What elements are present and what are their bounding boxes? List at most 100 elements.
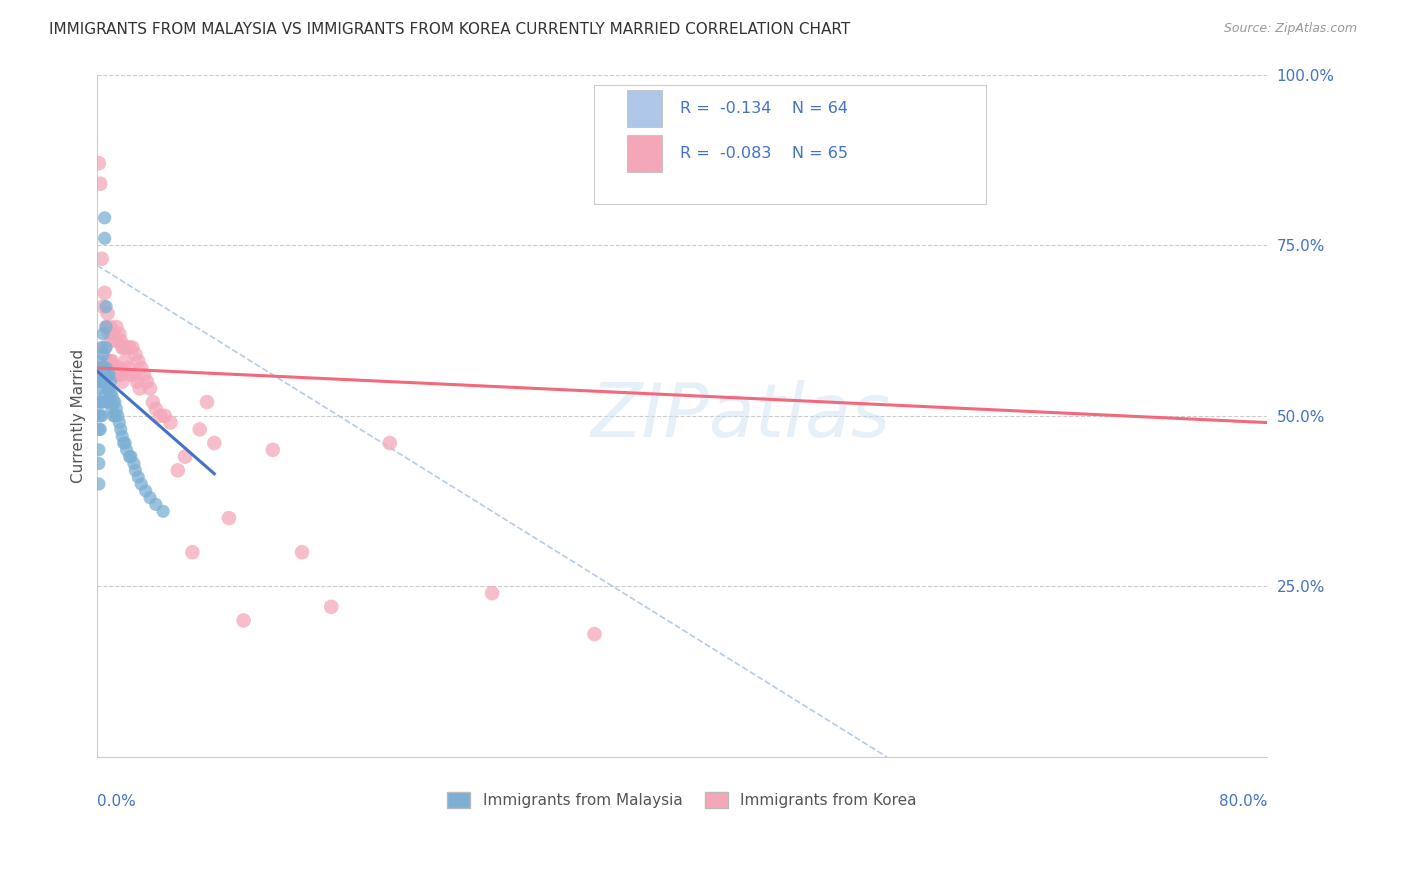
Point <box>188 422 211 436</box>
Point <box>98 354 121 368</box>
Point <box>128 381 150 395</box>
Point <box>94 361 117 376</box>
Point <box>142 395 165 409</box>
Point <box>87 375 110 389</box>
Point <box>97 395 120 409</box>
Point <box>122 457 145 471</box>
Point <box>124 347 146 361</box>
Text: IMMIGRANTS FROM MALAYSIA VS IMMIGRANTS FROM KOREA CURRENTLY MARRIED CORRELATION : IMMIGRANTS FROM MALAYSIA VS IMMIGRANTS F… <box>49 22 851 37</box>
Point <box>134 368 156 382</box>
Point <box>97 354 120 368</box>
Point <box>111 341 134 355</box>
Point <box>139 381 162 395</box>
Text: Source: ZipAtlas.com: Source: ZipAtlas.com <box>1223 22 1357 36</box>
Point <box>87 395 110 409</box>
Point <box>94 361 117 376</box>
Point <box>104 334 127 348</box>
Point <box>89 395 111 409</box>
Point <box>104 368 127 382</box>
Point <box>91 375 114 389</box>
Point <box>87 422 110 436</box>
Point <box>118 341 141 355</box>
Point <box>115 341 138 355</box>
Point <box>114 436 136 450</box>
Point <box>122 368 145 382</box>
Legend: Immigrants from Malaysia, Immigrants from Korea: Immigrants from Malaysia, Immigrants fro… <box>441 786 922 814</box>
Point <box>93 231 115 245</box>
Text: R =  -0.083    N = 65: R = -0.083 N = 65 <box>681 145 848 161</box>
Point <box>107 409 129 423</box>
Point <box>152 504 174 518</box>
Point <box>100 388 122 402</box>
Point <box>89 381 111 395</box>
Point <box>91 395 114 409</box>
Point <box>101 326 124 341</box>
Point <box>100 354 122 368</box>
Point <box>89 177 111 191</box>
Point <box>107 368 129 382</box>
Point <box>145 498 167 512</box>
Point <box>89 354 111 368</box>
Point <box>105 320 128 334</box>
Point <box>103 395 125 409</box>
Point <box>90 341 112 355</box>
Point <box>98 381 121 395</box>
Point <box>149 409 172 423</box>
Point <box>166 463 188 477</box>
Point <box>90 409 112 423</box>
Point <box>232 614 254 628</box>
Point <box>118 450 141 464</box>
Point <box>93 368 115 382</box>
Point <box>108 361 131 376</box>
Point <box>98 395 121 409</box>
Point <box>105 401 128 416</box>
Point <box>90 375 112 389</box>
Point <box>120 450 142 464</box>
Point <box>129 477 152 491</box>
FancyBboxPatch shape <box>627 89 662 127</box>
Point <box>108 416 131 430</box>
Y-axis label: Currently Married: Currently Married <box>72 349 86 483</box>
Point <box>87 156 110 170</box>
Point <box>291 545 314 559</box>
Point <box>87 442 110 457</box>
Point <box>100 320 122 334</box>
Point <box>195 395 218 409</box>
Point <box>114 354 136 368</box>
Point <box>127 470 149 484</box>
Point <box>481 586 503 600</box>
Point <box>121 341 143 355</box>
Point <box>89 368 111 382</box>
Point <box>90 395 112 409</box>
Point <box>218 511 240 525</box>
Point <box>94 300 117 314</box>
Point <box>136 375 159 389</box>
Point <box>98 326 121 341</box>
Point <box>112 341 135 355</box>
Point <box>93 211 115 225</box>
Point <box>181 545 204 559</box>
Point <box>378 436 401 450</box>
Point <box>159 416 181 430</box>
Point <box>97 306 120 320</box>
Point <box>145 401 167 416</box>
Point <box>104 409 127 423</box>
Point <box>93 388 115 402</box>
Point <box>111 429 134 443</box>
Point <box>103 361 125 376</box>
Point <box>98 368 121 382</box>
FancyBboxPatch shape <box>627 135 662 172</box>
Point <box>87 409 110 423</box>
Point <box>110 368 132 382</box>
Point <box>101 354 124 368</box>
Point <box>110 422 132 436</box>
FancyBboxPatch shape <box>595 85 987 204</box>
Point <box>89 409 111 423</box>
Point <box>124 463 146 477</box>
Point <box>94 341 117 355</box>
Point <box>135 483 157 498</box>
Point <box>100 375 122 389</box>
Text: R =  -0.134    N = 64: R = -0.134 N = 64 <box>681 101 848 116</box>
Point <box>97 368 120 382</box>
Point <box>117 361 139 376</box>
